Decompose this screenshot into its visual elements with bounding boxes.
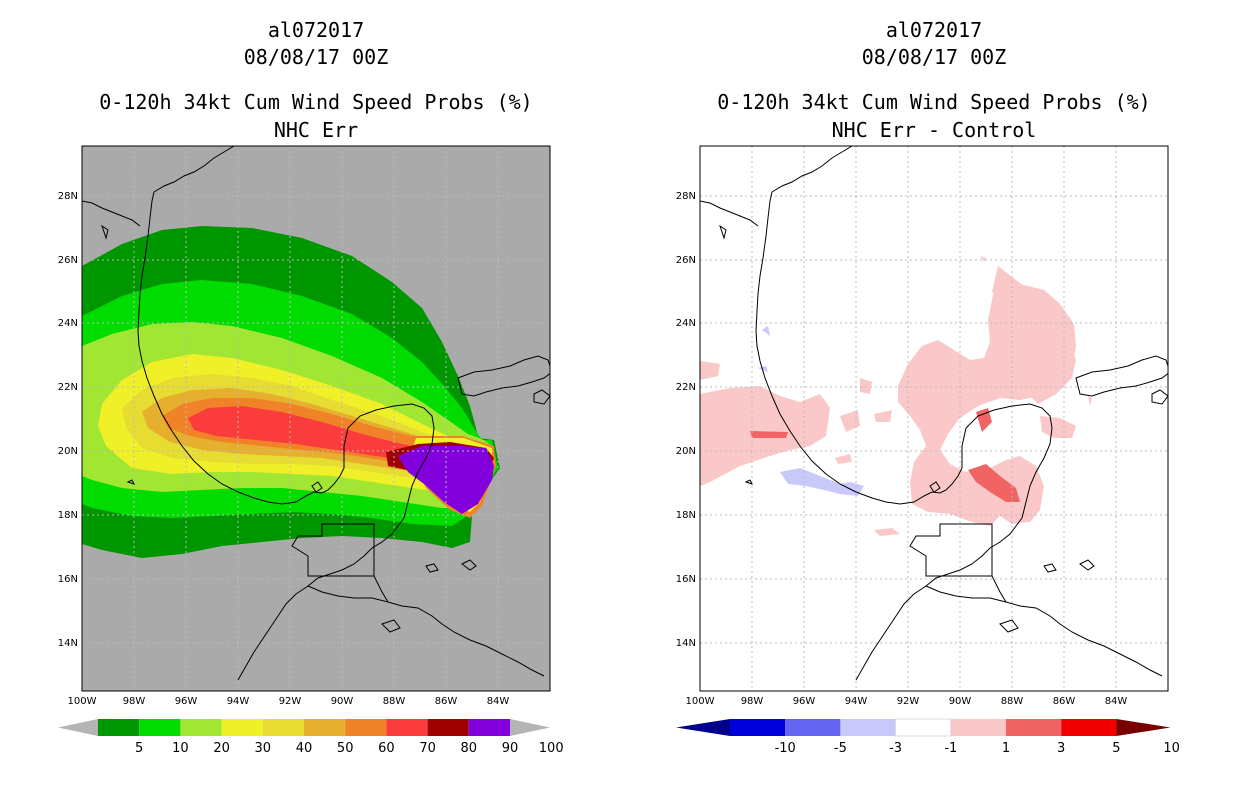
left-lon-label: 88W	[383, 696, 406, 707]
left-title-storm-id: al072017	[267, 18, 365, 42]
right-colorbar-swatch	[1061, 719, 1117, 736]
right-lat-label: 18N	[676, 510, 696, 521]
left-colorbar-label: 60	[378, 741, 395, 756]
right-gridlines	[700, 146, 1168, 691]
left-colorbar: 5 10 20 30 40 50 60 70 80 90 100	[58, 719, 564, 756]
left-colorbar-swatch	[98, 719, 140, 736]
left-lat-labels: 28N 26N 24N 22N 20N 18N 16N 14N	[58, 191, 78, 649]
left-colorbar-swatch	[262, 719, 304, 736]
left-lat-label: 22N	[58, 382, 78, 393]
left-colorbar-label: 20	[213, 741, 230, 756]
right-colorbar: -10 -5 -3 -1 1 3 5 10	[676, 718, 1180, 756]
left-lat-label: 24N	[58, 318, 78, 329]
left-colorbar-swatch	[345, 719, 387, 736]
right-lon-label: 94W	[845, 696, 868, 707]
left-lat-label: 18N	[58, 510, 78, 521]
right-colorbar-swatch	[730, 719, 786, 736]
left-lat-label: 16N	[58, 574, 78, 585]
left-lon-label: 96W	[175, 696, 198, 707]
right-colorbar-label: -3	[889, 741, 902, 756]
right-lon-label: 88W	[1001, 696, 1024, 707]
right-title-storm-id: al072017	[885, 18, 983, 42]
right-lon-label: 86W	[1053, 696, 1076, 707]
left-colorbar-label: 30	[255, 741, 272, 756]
left-map	[81, 145, 551, 692]
right-lon-label: 100W	[686, 696, 715, 707]
right-difference-contours	[700, 256, 1092, 536]
left-lon-label: 86W	[435, 696, 458, 707]
left-colorbar-label: 40	[296, 741, 313, 756]
right-colorbar-label: -10	[775, 741, 796, 756]
left-colorbar-label: 90	[502, 741, 519, 756]
left-colorbar-swatch	[304, 719, 346, 736]
left-colorbar-swatch	[468, 719, 510, 736]
left-lon-label: 90W	[331, 696, 354, 707]
left-lat-label: 26N	[58, 255, 78, 266]
left-colorbar-label: 50	[337, 741, 354, 756]
right-colorbar-high-end	[1116, 719, 1171, 736]
right-colorbar-label: 1	[1002, 741, 1010, 756]
right-lat-label: 26N	[676, 255, 696, 266]
right-lat-label: 14N	[676, 638, 696, 649]
right-colorbar-label: 5	[1112, 741, 1120, 756]
right-lon-label: 92W	[897, 696, 920, 707]
right-lon-label: 98W	[741, 696, 764, 707]
right-colorbar-swatch	[1006, 719, 1062, 736]
right-colorbar-low-end	[676, 719, 730, 736]
right-map-frame	[699, 145, 1169, 692]
right-lat-labels: 28N 26N 24N 22N 20N 18N 16N 14N	[676, 191, 696, 649]
right-lon-labels: 100W 98W 96W 94W 92W 90W 88W 86W 84W	[686, 696, 1128, 707]
right-colorbar-swatch	[785, 719, 841, 736]
left-title-date: 08/08/17 00Z	[243, 45, 389, 69]
left-colorbar-low-end	[58, 719, 98, 736]
left-colorbar-swatch	[221, 719, 263, 736]
left-lon-label: 92W	[279, 696, 302, 707]
left-lat-label: 28N	[58, 191, 78, 202]
left-colorbar-swatch	[180, 719, 222, 736]
left-colorbar-label: 80	[461, 741, 478, 756]
right-lat-label: 24N	[676, 318, 696, 329]
left-lon-label: 100W	[68, 696, 97, 707]
right-lat-label: 20N	[676, 446, 696, 457]
right-colorbar-label: -1	[944, 741, 957, 756]
right-lon-label: 96W	[793, 696, 816, 707]
left-colorbar-high-end	[510, 719, 550, 736]
left-title-product: 0-120h 34kt Cum Wind Speed Probs (%)	[99, 90, 533, 114]
right-lon-label: 84W	[1105, 696, 1128, 707]
right-colorbar-swatch	[840, 719, 896, 736]
left-lat-label: 20N	[58, 446, 78, 457]
right-lat-label: 16N	[676, 574, 696, 585]
right-title-date: 08/08/17 00Z	[861, 45, 1007, 69]
left-colorbar-label: 5	[135, 741, 143, 756]
right-lat-label: 28N	[676, 191, 696, 202]
right-lon-label: 90W	[949, 696, 972, 707]
left-title-model: NHC Err	[273, 118, 359, 142]
right-colorbar-label: 10	[1163, 741, 1180, 756]
right-colorbar-label: -5	[834, 741, 847, 756]
right-colorbar-label: 3	[1057, 741, 1065, 756]
left-colorbar-swatch	[139, 719, 181, 736]
left-colorbar-label: 70	[419, 741, 436, 756]
left-colorbar-swatch	[386, 719, 428, 736]
left-colorbar-label: 10	[172, 741, 189, 756]
left-lon-label: 98W	[123, 696, 146, 707]
left-lat-label: 14N	[58, 638, 78, 649]
right-title-model: NHC Err - Control	[831, 118, 1037, 142]
left-colorbar-label: 100	[539, 741, 564, 756]
left-gridlines	[82, 146, 550, 691]
left-colorbar-swatch	[427, 719, 469, 736]
right-lat-label: 22N	[676, 382, 696, 393]
left-map-frame	[81, 145, 551, 692]
left-lon-labels: 100W 98W 96W 94W 92W 90W 88W 86W 84W	[68, 696, 510, 707]
right-colorbar-swatch	[895, 718, 952, 737]
right-colorbar-swatch	[950, 719, 1006, 736]
right-map	[699, 145, 1169, 692]
left-lon-label: 84W	[487, 696, 510, 707]
right-title-product: 0-120h 34kt Cum Wind Speed Probs (%)	[717, 90, 1151, 114]
left-lon-label: 94W	[227, 696, 250, 707]
